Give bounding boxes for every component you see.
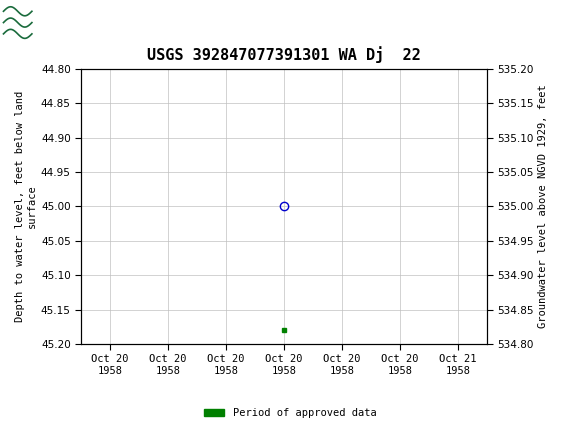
- Bar: [3, 3, 67, 42]
- Y-axis label: Depth to water level, feet below land
surface: Depth to water level, feet below land su…: [15, 91, 37, 322]
- Y-axis label: Groundwater level above NGVD 1929, feet: Groundwater level above NGVD 1929, feet: [538, 85, 548, 328]
- Legend: Period of approved data: Period of approved data: [200, 404, 380, 423]
- Title: USGS 392847077391301 WA Dj  22: USGS 392847077391301 WA Dj 22: [147, 46, 421, 64]
- Text: USGS: USGS: [72, 14, 116, 31]
